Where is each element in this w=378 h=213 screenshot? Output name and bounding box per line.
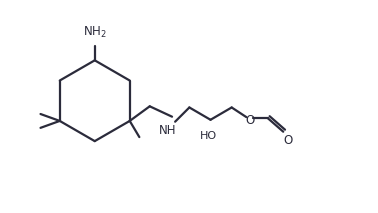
- Text: HO: HO: [200, 131, 217, 141]
- Text: O: O: [284, 134, 293, 147]
- Text: NH: NH: [159, 124, 176, 137]
- Text: NH$_2$: NH$_2$: [83, 25, 107, 40]
- Text: O: O: [245, 114, 254, 127]
